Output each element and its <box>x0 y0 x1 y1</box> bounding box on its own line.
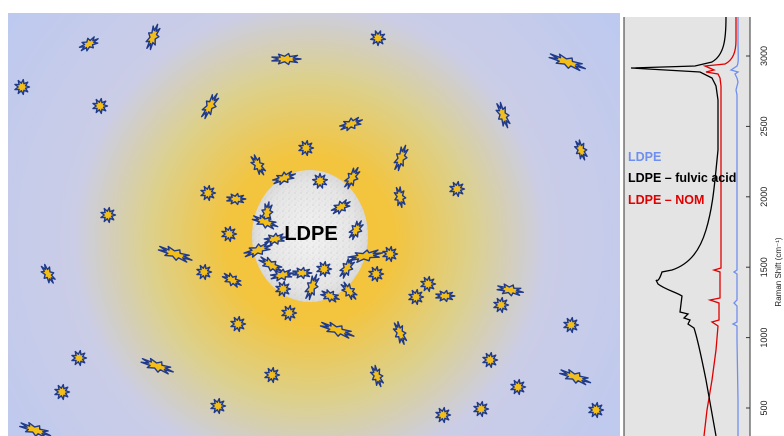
particle <box>226 192 247 206</box>
particle <box>221 272 242 288</box>
particle <box>548 53 587 72</box>
particle <box>449 180 466 198</box>
particle <box>382 245 399 263</box>
particle <box>92 97 109 115</box>
particle <box>263 232 287 246</box>
legend-entry-2: LDPE – fulvic acid <box>628 171 736 185</box>
raman-spectrum-panel: 500 1000 1500 2000 2500 3000 Raman Shift (cm⁻… <box>623 16 783 436</box>
particle <box>196 263 213 281</box>
spectrum-tick-label: 1500 <box>759 257 769 277</box>
particle <box>435 289 456 303</box>
particle <box>510 378 527 396</box>
spectrum-tick-label: 3000 <box>759 46 769 66</box>
particle <box>264 366 281 384</box>
spectrum-line-ldpe <box>729 17 740 436</box>
particle <box>340 281 358 301</box>
particle <box>71 349 88 367</box>
particle <box>281 304 298 322</box>
particle <box>369 30 387 47</box>
particle <box>392 321 408 345</box>
legend-entry-1: LDPE <box>628 150 661 164</box>
adsorbed-particles <box>14 23 605 436</box>
particle <box>200 184 217 202</box>
particle <box>200 92 220 120</box>
particle <box>495 101 511 129</box>
spectrum-line-ldpe-nom <box>702 17 737 436</box>
particle <box>393 186 407 209</box>
particle <box>40 263 56 284</box>
particle <box>250 154 267 176</box>
particle <box>210 397 227 415</box>
particle <box>347 249 384 263</box>
particle <box>19 421 52 436</box>
particle <box>559 368 592 386</box>
particle <box>435 406 452 424</box>
particle <box>298 139 315 157</box>
particle <box>420 275 437 293</box>
legend-entry-3: LDPE – NOM <box>628 193 704 207</box>
spectrum-tick-label: 2000 <box>759 187 769 207</box>
particle <box>251 214 279 230</box>
particle <box>320 289 340 303</box>
particle <box>272 170 296 186</box>
particle <box>408 288 425 306</box>
particle <box>339 116 363 132</box>
particle <box>482 351 499 369</box>
particle <box>311 172 329 189</box>
spectrum-tick-label: 2500 <box>759 116 769 136</box>
particle <box>368 265 385 283</box>
particle <box>348 220 364 241</box>
particle <box>157 245 193 263</box>
particle <box>573 139 588 161</box>
particle <box>473 400 490 418</box>
particle <box>145 23 161 51</box>
spectrum-legend: LDPE LDPE – fulvic acid LDPE – NOM <box>628 150 736 207</box>
particle <box>221 225 238 243</box>
particle <box>496 283 524 297</box>
particle <box>339 257 356 279</box>
spectrum-tick-label: 1000 <box>759 328 769 348</box>
particle <box>243 242 273 258</box>
particle <box>319 321 355 339</box>
spectrum-axis-title: Raman Shift (cm⁻¹) <box>774 237 783 306</box>
particle <box>230 315 247 333</box>
particle <box>369 364 385 388</box>
particle <box>100 206 117 224</box>
particle <box>563 316 580 334</box>
particle <box>258 256 284 274</box>
spectrum-tick-label: 500 <box>759 400 769 415</box>
particle <box>304 273 320 301</box>
particle <box>275 280 292 298</box>
particle <box>14 78 31 96</box>
particle <box>493 296 510 314</box>
spectrum-tick-labels: 500 1000 1500 2000 2500 3000 <box>746 46 769 416</box>
particle <box>316 260 333 278</box>
particle <box>344 166 361 190</box>
spectrum-plot-area <box>624 17 750 436</box>
particle <box>78 36 99 52</box>
particle <box>292 266 313 280</box>
spectrum-line-ldpe-fulvic-acid <box>630 16 727 436</box>
particle <box>269 268 295 282</box>
particle <box>330 199 351 215</box>
particle <box>54 383 71 401</box>
particle <box>393 144 409 172</box>
ldpe-core-label: LDPE <box>284 223 337 245</box>
particle <box>271 52 302 66</box>
particle <box>588 401 605 419</box>
particle <box>140 357 174 375</box>
